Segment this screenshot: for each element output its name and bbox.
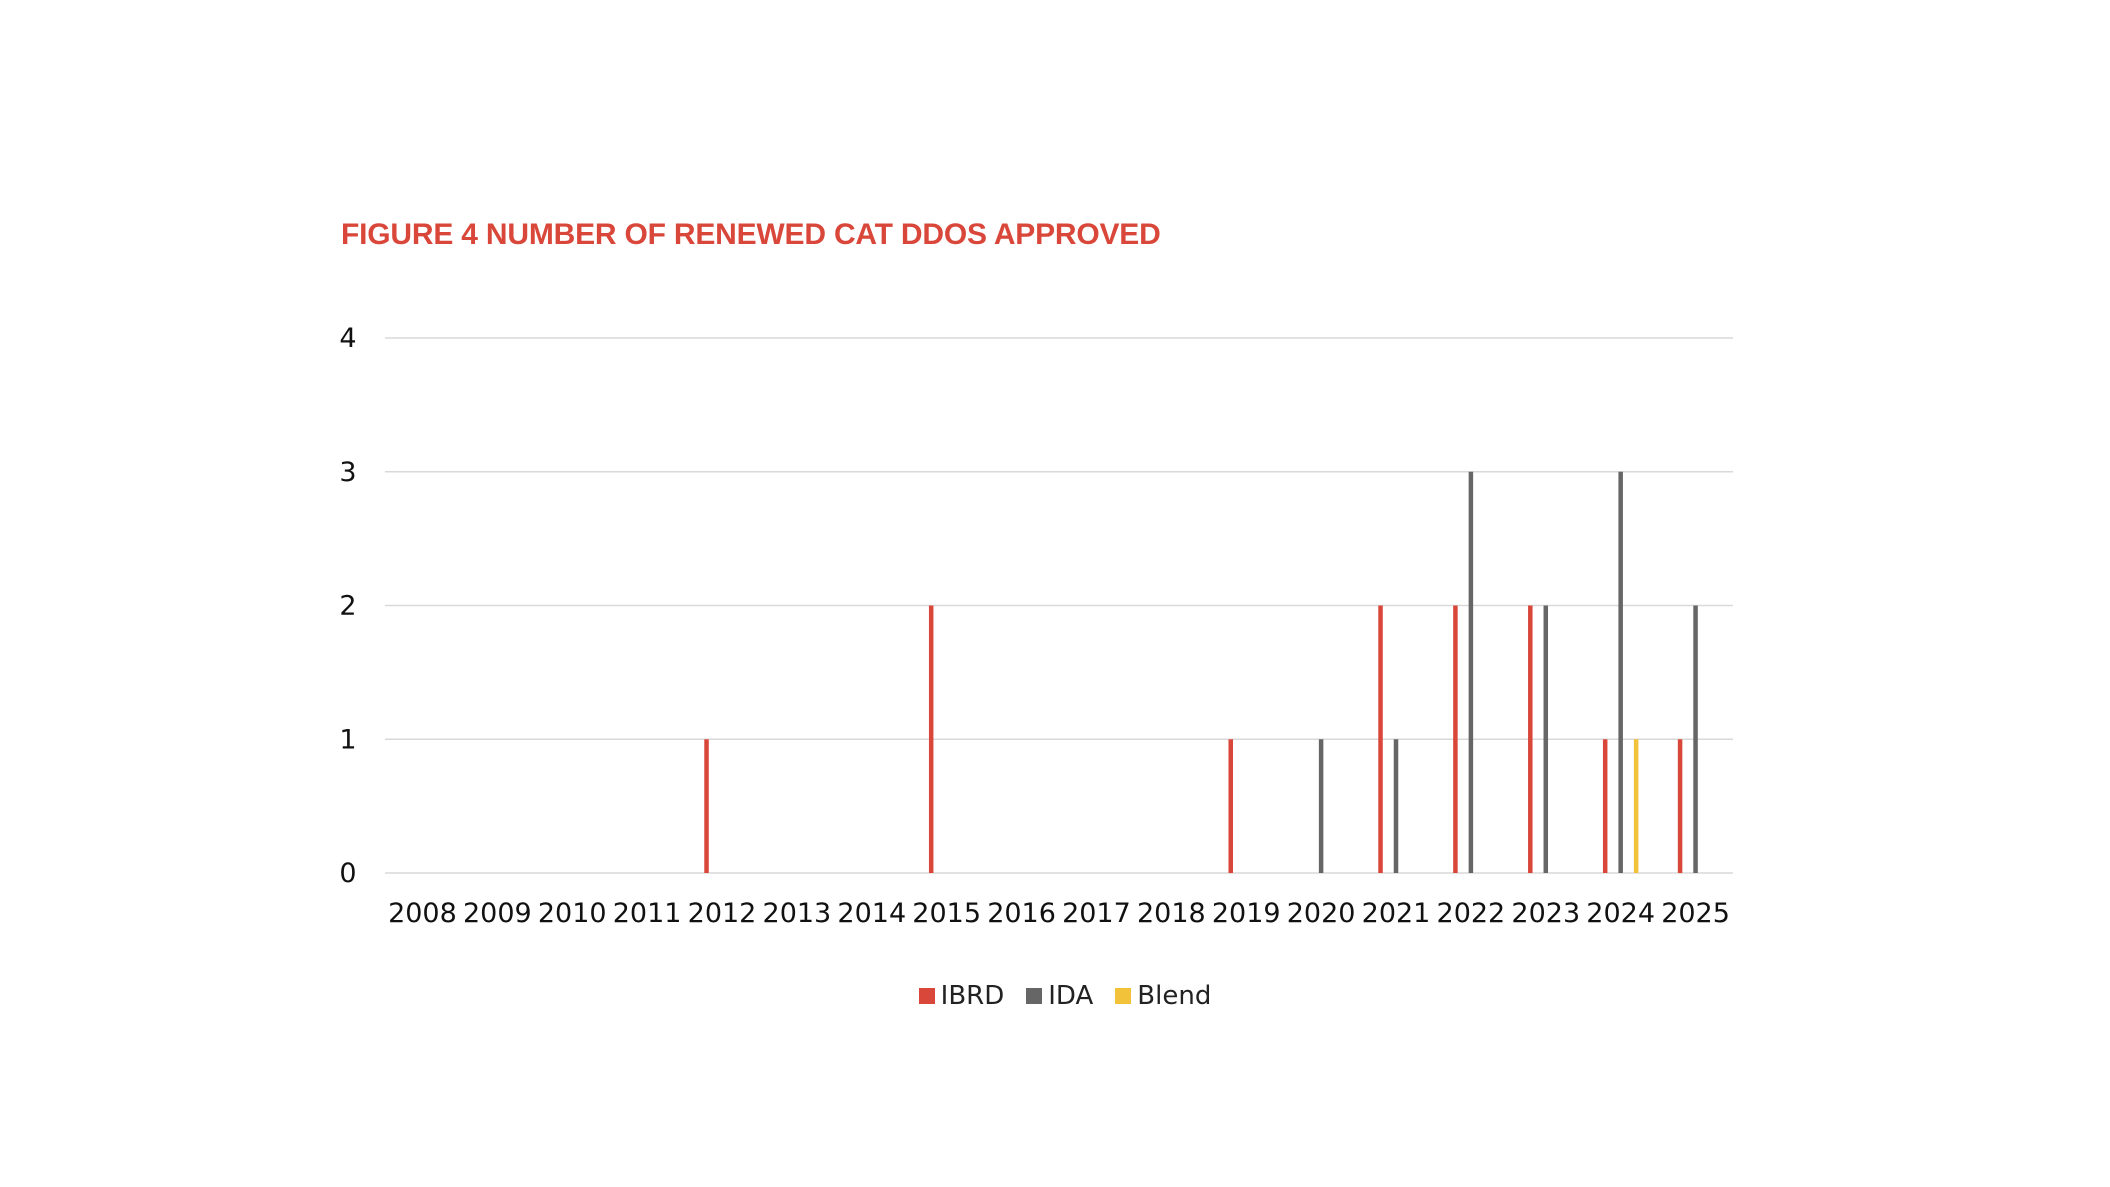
bar-ibrd-2022 [1453,605,1458,873]
y-tick-label: 2 [339,591,356,622]
x-tick-label: 2017 [1062,898,1131,929]
x-tick-label: 2023 [1511,898,1580,929]
bar-blend-2024 [1633,739,1639,873]
bar-ida-2021 [1393,739,1399,873]
x-tick-label: 2021 [1362,898,1431,929]
x-tick-label: 2019 [1212,898,1281,929]
bar-ida-2025 [1693,605,1698,873]
legend: IBRD IDA Blend [0,981,2110,1011]
legend-item-ibrd: IBRD [918,981,1005,1011]
bar-ibrd-2024 [1602,739,1608,873]
legend-swatch-blend [1115,988,1132,1004]
legend-label-ibrd: IBRD [940,981,1005,1011]
legend-swatch-ida [1026,988,1043,1004]
x-tick-label: 2013 [763,898,832,929]
x-tick-label: 2010 [538,898,607,929]
bar-ida-2020 [1318,739,1324,873]
y-tick-label: 1 [339,724,356,755]
x-tick-label: 2025 [1661,898,1730,929]
x-tick-label: 2024 [1586,898,1655,929]
legend-item-ida: IDA [1026,981,1093,1011]
legend-label-blend: Blend [1137,981,1212,1011]
bar-ibrd-2021 [1378,605,1383,873]
x-tick-label: 2018 [1137,898,1206,929]
bar-ida-2024 [1618,471,1623,873]
bar-ida-2022 [1468,471,1474,873]
bar-ibrd-2015 [928,605,934,873]
x-tick-label: 2009 [463,898,532,929]
x-tick-label: 2014 [837,898,906,929]
legend-swatch-ibrd [918,988,935,1004]
y-tick-label: 4 [339,323,356,354]
bar-ida-2023 [1543,605,1549,873]
x-tick-label: 2016 [987,898,1056,929]
x-tick-label: 2020 [1287,898,1356,929]
bar-ibrd-2012 [704,739,709,873]
x-tick-label: 2008 [388,898,457,929]
x-tick-label: 2022 [1437,898,1506,929]
bar-ibrd-2025 [1677,739,1683,873]
bar-ibrd-2019 [1228,739,1233,873]
x-axis-ticks: 2008 2009 2010 2011 2012 2013 2014 2015 2016 2017… [388,898,1730,929]
y-axis-ticks: 0 1 2 3 4 [339,323,356,889]
figure-title: FIGURE 4 NUMBER OF RENEWED CAT DDOS APPR… [341,218,1161,251]
bar-ibrd-2023 [1528,605,1533,873]
gridlines [385,337,1733,874]
y-tick-label: 0 [339,858,356,889]
legend-item-blend: Blend [1115,981,1211,1011]
x-tick-label: 2015 [912,898,981,929]
bars [704,471,1698,873]
x-tick-label: 2012 [688,898,757,929]
legend-label-ida: IDA [1048,981,1094,1011]
x-tick-label: 2011 [613,898,682,929]
y-tick-label: 3 [339,457,356,488]
